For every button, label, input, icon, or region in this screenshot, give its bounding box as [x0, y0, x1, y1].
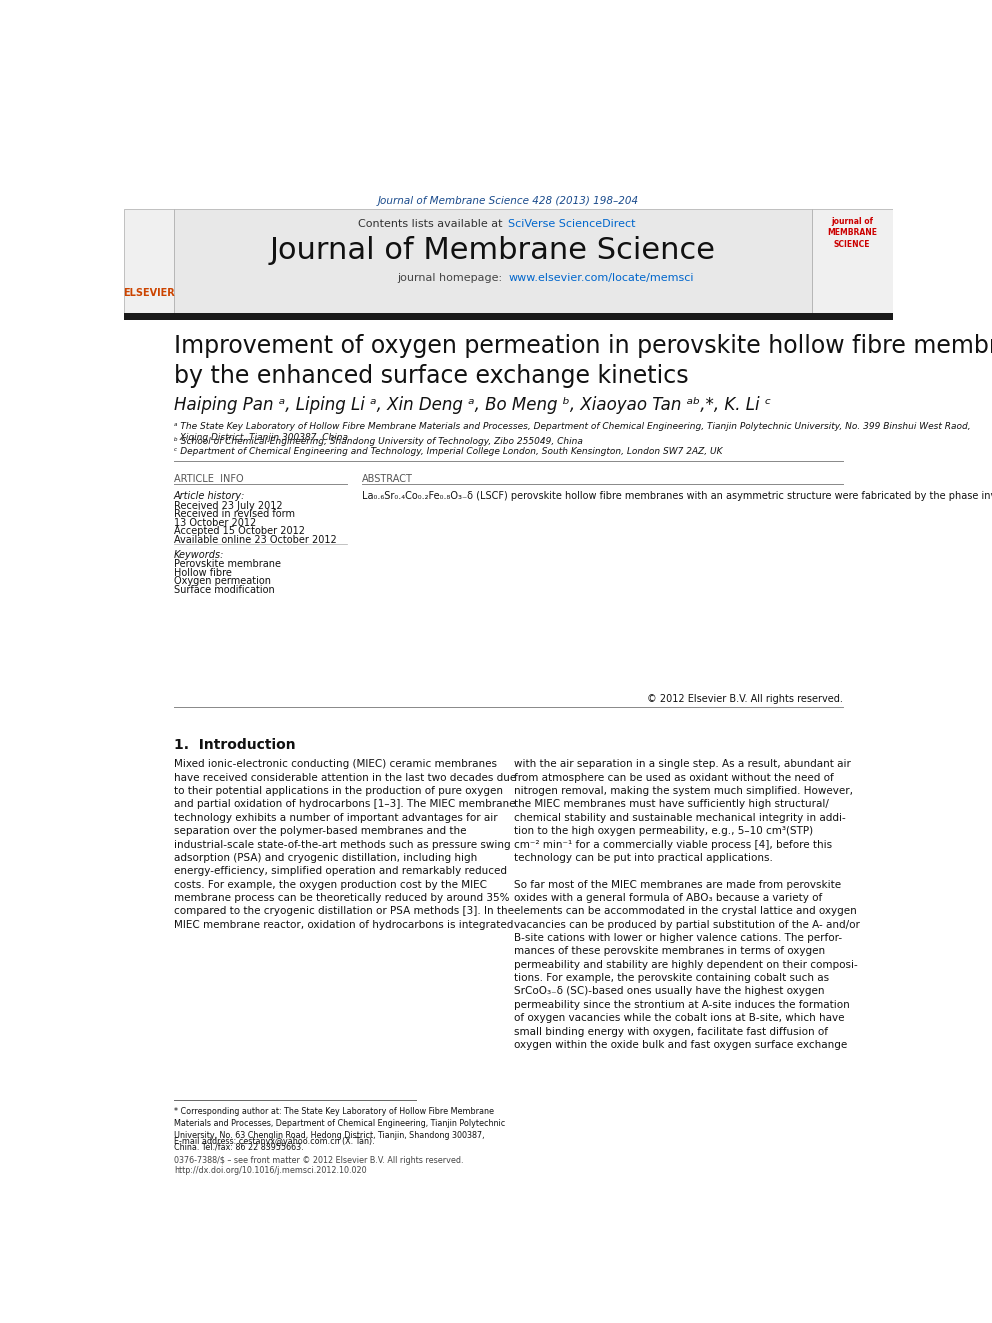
Text: Improvement of oxygen permeation in perovskite hollow fibre membranes
by the enh: Improvement of oxygen permeation in pero…: [174, 335, 992, 388]
Text: Mixed ionic-electronic conducting (MIEC) ceramic membranes
have received conside: Mixed ionic-electronic conducting (MIEC)…: [174, 759, 516, 930]
Bar: [124, 209, 174, 312]
Text: Perovskite membrane: Perovskite membrane: [174, 560, 281, 569]
Text: Hollow fibre: Hollow fibre: [174, 568, 232, 578]
Text: Article history:: Article history:: [174, 491, 245, 501]
Text: Oxygen permeation: Oxygen permeation: [174, 576, 271, 586]
Text: Available online 23 October 2012: Available online 23 October 2012: [174, 534, 336, 545]
Text: Surface modification: Surface modification: [174, 585, 275, 594]
Text: ARTICLE  INFO: ARTICLE INFO: [174, 475, 244, 484]
Text: ELSEVIER: ELSEVIER: [123, 288, 176, 298]
Text: Journal of Membrane Science: Journal of Membrane Science: [270, 235, 716, 265]
Text: www.elsevier.com/locate/memsci: www.elsevier.com/locate/memsci: [509, 273, 693, 283]
Text: SciVerse ScienceDirect: SciVerse ScienceDirect: [509, 218, 636, 229]
Text: Haiping Pan ᵃ, Liping Li ᵃ, Xin Deng ᵃ, Bo Meng ᵇ, Xiaoyao Tan ᵃᵇ,*, K. Li ᶜ: Haiping Pan ᵃ, Liping Li ᵃ, Xin Deng ᵃ, …: [174, 396, 771, 414]
Bar: [812, 209, 893, 312]
Text: ᵇ School of Chemical Engineering, Shandong University of Technology, Zibo 255049: ᵇ School of Chemical Engineering, Shando…: [174, 438, 583, 446]
Text: journal homepage:: journal homepage:: [398, 273, 506, 283]
Text: with the air separation in a single step. As a result, abundant air
from atmosph: with the air separation in a single step…: [514, 759, 860, 1050]
Text: ᵃ The State Key Laboratory of Hollow Fibre Membrane Materials and Processes, Dep: ᵃ The State Key Laboratory of Hollow Fib…: [174, 422, 970, 442]
Text: Received 23 July 2012: Received 23 July 2012: [174, 500, 283, 511]
Text: 0376-7388/$ – see front matter © 2012 Elsevier B.V. All rights reserved.: 0376-7388/$ – see front matter © 2012 El…: [174, 1156, 463, 1166]
Bar: [124, 312, 893, 320]
Text: E-mail address: cestanyx@yahoo.com.cn (X. Tan).: E-mail address: cestanyx@yahoo.com.cn (X…: [174, 1136, 375, 1146]
Text: ABSTRACT: ABSTRACT: [362, 475, 414, 484]
Text: La₀.₆Sr₀.₄Co₀.₂Fe₀.₈O₃₋δ (LSCF) perovskite hollow fibre membranes with an asymme: La₀.₆Sr₀.₄Co₀.₂Fe₀.₈O₃₋δ (LSCF) perovski…: [362, 491, 992, 501]
Text: Accepted 15 October 2012: Accepted 15 October 2012: [174, 527, 305, 536]
Text: 1.  Introduction: 1. Introduction: [174, 738, 296, 751]
Text: ᶜ Department of Chemical Engineering and Technology, Imperial College London, So: ᶜ Department of Chemical Engineering and…: [174, 447, 722, 455]
Text: 13 October 2012: 13 October 2012: [174, 517, 256, 528]
Text: Contents lists available at: Contents lists available at: [358, 218, 506, 229]
Text: © 2012 Elsevier B.V. All rights reserved.: © 2012 Elsevier B.V. All rights reserved…: [647, 693, 843, 704]
Text: journal of
MEMBRANE
SCIENCE: journal of MEMBRANE SCIENCE: [827, 217, 877, 249]
Text: Received in revised form: Received in revised form: [174, 509, 295, 519]
Bar: [174, 209, 812, 312]
Text: Journal of Membrane Science 428 (2013) 198–204: Journal of Membrane Science 428 (2013) 1…: [378, 196, 639, 205]
Text: http://dx.doi.org/10.1016/j.memsci.2012.10.020: http://dx.doi.org/10.1016/j.memsci.2012.…: [174, 1166, 367, 1175]
Text: * Corresponding author at: The State Key Laboratory of Hollow Fibre Membrane
Mat: * Corresponding author at: The State Key…: [174, 1107, 505, 1152]
Text: Keywords:: Keywords:: [174, 550, 224, 560]
